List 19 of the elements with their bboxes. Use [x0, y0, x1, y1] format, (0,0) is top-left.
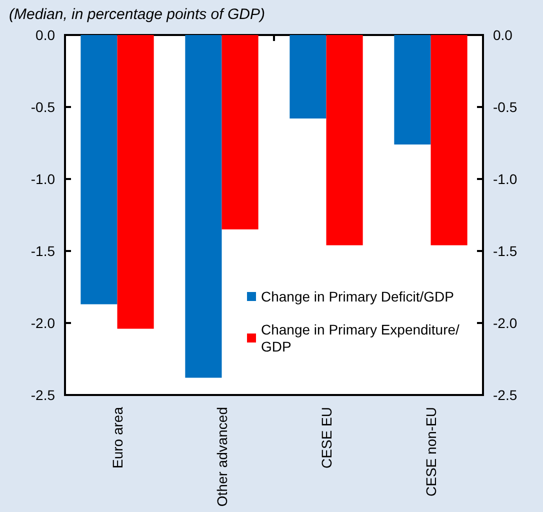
y2-tick-label: -1.0 — [493, 171, 518, 187]
x-tick-label: CESE EU — [318, 407, 334, 468]
y2-tick-label: -2.0 — [493, 315, 518, 331]
x-tick-label: Euro area — [109, 406, 126, 468]
x-tick-label: Other advanced — [214, 407, 230, 507]
y2-tick-label: -1.5 — [493, 243, 518, 259]
y2-tick-label: -0.5 — [493, 99, 518, 115]
y-tick-label: -0.5 — [30, 99, 56, 115]
y-tick-label: -1.0 — [30, 171, 56, 187]
legend-label: Change in Primary Deficit/GDP — [261, 288, 454, 304]
y-tick-label: -2.5 — [30, 387, 56, 403]
y-tick-label: 0.0 — [36, 27, 56, 43]
legend-label: Change in Primary Expenditure/GDP — [261, 322, 460, 354]
y-tick-label: -2.0 — [30, 315, 56, 331]
y-tick-label: -1.5 — [30, 243, 56, 259]
y2-tick-label: 0.0 — [493, 27, 513, 43]
y2-tick-label: -2.5 — [493, 387, 518, 403]
chart-subtitle: (Median, in percentage points of GDP) — [9, 6, 265, 23]
x-tick-label: CESE non-EU — [422, 407, 439, 496]
